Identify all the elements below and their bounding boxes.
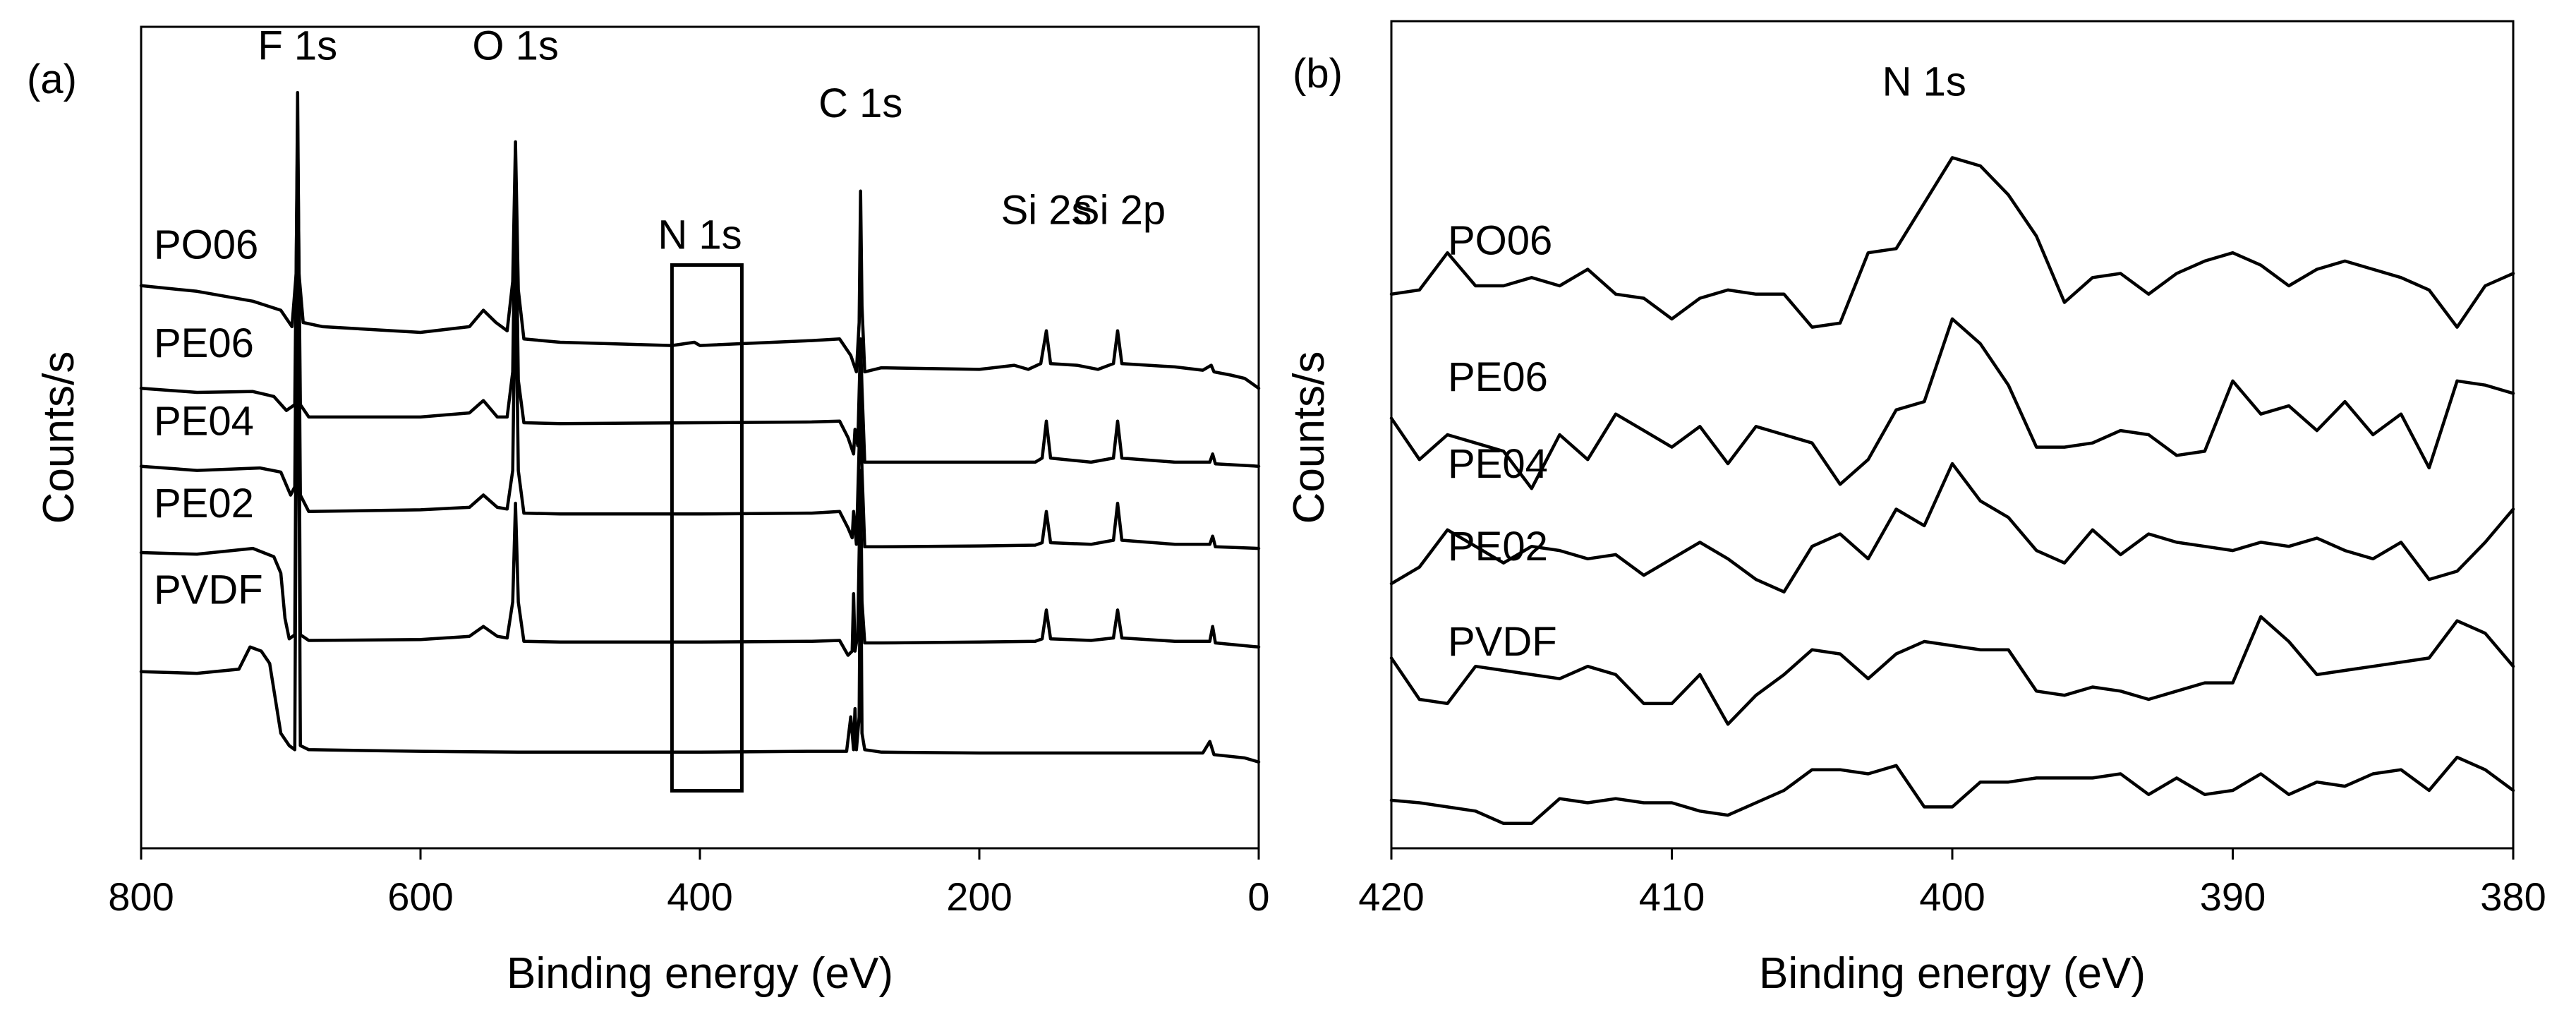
panel-b-x-tick-label-420: 420	[1358, 874, 1424, 919]
panel-b-x-tick-label-400: 400	[1919, 874, 1985, 919]
panel-a-series-label-pe04: PE04	[154, 399, 254, 445]
panel-b-series-label-pvdf: PVDF	[1448, 619, 1557, 665]
panel-b-x-tick-label-390: 390	[2200, 874, 2266, 919]
panel-b-x-axis-title: Binding energy (eV)	[1759, 949, 2146, 998]
panel-a-peak-label-c-1s: C 1s	[818, 80, 902, 126]
panel-a-peak-label-si-2p: Si 2p	[1072, 187, 1166, 233]
panel-a-x-axis-title: Binding energy (eV)	[507, 949, 893, 998]
panel-a-plot-frame	[140, 25, 1260, 850]
panel-b-trace-pe06	[1389, 317, 2515, 490]
panel-b-n1s-spectra: (b) 420 410 400 390 380 PO06 PE06 PE04 PE02 PVDF…	[1285, 20, 2546, 998]
panel-a-trace-pe06	[139, 124, 1261, 468]
panel-a-n1s-highlight-box	[670, 263, 744, 793]
panel-a-series-label-po06: PO06	[154, 222, 258, 267]
panel-a-x-tick-label-200: 200	[946, 874, 1012, 919]
panel-a-series-label-pvdf: PVDF	[154, 567, 263, 613]
panel-a-x-tick-label-400: 400	[667, 874, 732, 919]
panel-b-trace-pe02	[1389, 615, 2515, 726]
panel-a-peak-label-f-1s: F 1s	[258, 23, 337, 69]
panel-b-y-axis-title: Counts/s	[1285, 351, 1334, 524]
panel-a-x-tick-label-0: 0	[1247, 874, 1269, 919]
panel-a-letter: (a)	[27, 56, 77, 102]
panel-a-trace-pe04	[139, 140, 1261, 550]
panel-a-peak-label-o-1s: O 1s	[472, 23, 559, 69]
panel-a-x-tick-label-800: 800	[108, 874, 174, 919]
panel-a-y-axis-title: Counts/s	[35, 351, 83, 524]
panel-a-series-label-pe06: PE06	[154, 320, 254, 366]
panel-b-trace-pe04	[1389, 462, 2515, 594]
panel-a-survey-spectra: (a) 800 600 400 200 0 PO06 PE06 PE04 PE02 PVDF F…	[27, 23, 1270, 998]
panel-b-letter: (b)	[1293, 51, 1343, 97]
panel-b-series-label-pe06: PE06	[1448, 354, 1548, 400]
panel-a-series-label-pe02: PE02	[154, 481, 254, 526]
panel-a-peak-label-si-2s: Si 2s	[1001, 187, 1092, 233]
panel-a-trace-po06	[139, 90, 1261, 390]
panel-a-x-tick-label-600: 600	[387, 874, 453, 919]
panel-b-series-label-po06: PO06	[1448, 218, 1552, 264]
panel-b-series-label-pe04: PE04	[1448, 441, 1548, 487]
panel-b-x-tick-label-410: 410	[1639, 874, 1705, 919]
panel-a-trace-pvdf	[139, 156, 1261, 764]
panel-b-series-label-pe02: PE02	[1448, 524, 1548, 570]
panel-b-x-tick-label-380: 380	[2480, 874, 2546, 919]
panel-b-trace-pvdf	[1389, 755, 2515, 826]
panel-b-trace-po06	[1389, 156, 2515, 329]
panel-b-peak-label-n-1s: N 1s	[1882, 59, 1966, 104]
panel-a-peak-label-n-1s: N 1s	[658, 212, 742, 258]
